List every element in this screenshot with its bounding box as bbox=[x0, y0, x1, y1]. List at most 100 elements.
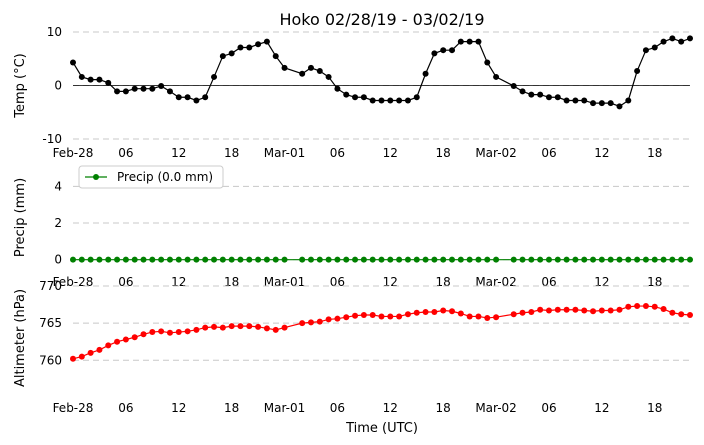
data-point bbox=[404, 256, 411, 263]
data-point bbox=[272, 256, 279, 263]
data-point bbox=[598, 256, 605, 263]
data-point bbox=[131, 334, 138, 341]
data-point bbox=[193, 326, 200, 333]
y-tick-label: 10 bbox=[47, 25, 62, 39]
data-point bbox=[607, 256, 614, 263]
data-point bbox=[272, 53, 279, 60]
data-point bbox=[660, 256, 667, 263]
data-point bbox=[281, 324, 288, 331]
x-tick-label: 18 bbox=[224, 275, 239, 289]
data-point bbox=[202, 324, 209, 331]
data-point bbox=[122, 88, 129, 95]
x-tick-label: 06 bbox=[118, 146, 133, 160]
data-point bbox=[440, 47, 447, 54]
data-point bbox=[193, 256, 200, 263]
data-point bbox=[510, 256, 517, 263]
data-point bbox=[493, 256, 500, 263]
data-point bbox=[669, 309, 676, 316]
y-axis-label-temp-c: Temp (°C) bbox=[13, 53, 28, 119]
data-point bbox=[237, 44, 244, 51]
data-point bbox=[131, 85, 138, 92]
data-point bbox=[378, 313, 385, 320]
data-point bbox=[175, 256, 182, 263]
data-point bbox=[669, 35, 676, 42]
data-point bbox=[660, 38, 667, 45]
data-point bbox=[96, 256, 103, 263]
data-point bbox=[545, 94, 552, 101]
data-point bbox=[299, 70, 306, 77]
data-point bbox=[105, 79, 112, 86]
legend-swatch-marker bbox=[93, 174, 99, 180]
data-point bbox=[616, 306, 623, 313]
x-tick-label: 18 bbox=[224, 146, 239, 160]
data-point bbox=[360, 256, 367, 263]
data-point bbox=[598, 100, 605, 107]
data-point bbox=[122, 256, 129, 263]
panels-group: -10 0 10 Temp (°C) Feb-28 06 12 18 Mar-01 06 12 18 M… bbox=[13, 25, 693, 415]
data-point bbox=[237, 256, 244, 263]
data-point bbox=[343, 314, 350, 321]
data-point bbox=[307, 319, 314, 326]
data-point bbox=[581, 307, 588, 314]
data-point bbox=[316, 256, 323, 263]
data-point bbox=[175, 329, 182, 336]
data-point bbox=[678, 256, 685, 263]
data-point bbox=[369, 97, 376, 104]
data-point bbox=[634, 256, 641, 263]
x-tick-label: Mar-01 bbox=[264, 401, 305, 415]
data-point bbox=[457, 310, 464, 317]
data-point bbox=[352, 94, 359, 101]
legend: Precip (0.0 mm) bbox=[78, 165, 224, 189]
x-tick-label: 12 bbox=[594, 275, 609, 289]
data-point bbox=[449, 256, 456, 263]
x-tick-label: 12 bbox=[171, 401, 186, 415]
data-point bbox=[228, 50, 235, 57]
data-point bbox=[272, 326, 279, 333]
data-point bbox=[528, 256, 535, 263]
data-point bbox=[598, 307, 605, 314]
panel-3: 760 765 770 Altimeter (hPa) Feb-28 06 12 18 Mar-… bbox=[13, 279, 693, 415]
data-point bbox=[131, 256, 138, 263]
x-tick-label: 12 bbox=[594, 146, 609, 160]
data-point bbox=[202, 256, 209, 263]
data-point bbox=[387, 97, 394, 104]
data-point bbox=[431, 50, 438, 57]
data-point bbox=[687, 311, 693, 318]
data-point bbox=[114, 338, 121, 345]
y-tick-label: 2 bbox=[54, 216, 62, 230]
data-point bbox=[378, 256, 385, 263]
data-point bbox=[431, 309, 438, 315]
data-point bbox=[590, 256, 597, 263]
data-point bbox=[554, 256, 561, 263]
data-point bbox=[246, 323, 253, 330]
data-point bbox=[166, 329, 173, 336]
data-point bbox=[184, 94, 191, 101]
data-point bbox=[263, 38, 270, 45]
data-point bbox=[263, 325, 270, 332]
data-point bbox=[607, 307, 614, 314]
data-point bbox=[299, 320, 306, 327]
data-point bbox=[255, 41, 262, 48]
data-point bbox=[360, 94, 367, 101]
x-tick-label: 18 bbox=[436, 146, 451, 160]
data-point bbox=[678, 311, 685, 318]
data-point bbox=[219, 256, 226, 263]
data-point bbox=[396, 97, 403, 104]
data-point bbox=[625, 256, 632, 263]
data-point bbox=[545, 307, 552, 314]
y-axis-label-precip-mm: Precip (mm) bbox=[13, 178, 28, 257]
chart-title: Hoko 02/28/19 - 03/02/19 bbox=[279, 10, 484, 29]
data-point bbox=[537, 256, 544, 263]
data-point bbox=[299, 256, 306, 263]
data-point bbox=[669, 256, 676, 263]
y-tick-label: 765 bbox=[39, 316, 62, 330]
data-point bbox=[563, 306, 570, 313]
data-point bbox=[105, 256, 112, 263]
data-point bbox=[413, 256, 420, 263]
data-point bbox=[510, 311, 517, 318]
data-point bbox=[642, 256, 649, 263]
x-tick-label: 06 bbox=[330, 146, 345, 160]
data-point bbox=[149, 329, 156, 336]
x-tick-label: 06 bbox=[330, 275, 345, 289]
